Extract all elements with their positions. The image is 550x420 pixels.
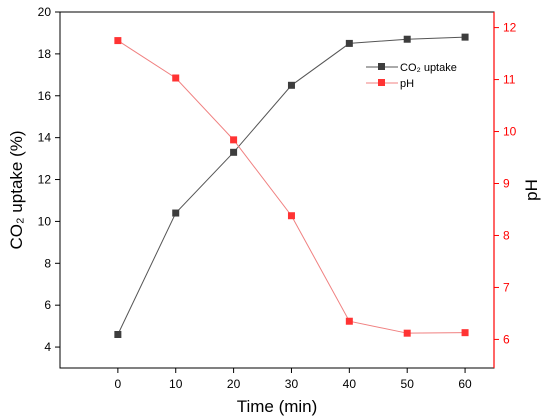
data-point-ph — [461, 329, 469, 337]
legend-label-ph: pH — [400, 78, 414, 90]
left-y-tick-label: 18 — [38, 47, 52, 61]
data-point-ph — [345, 317, 353, 325]
right-y-tick-label: 6 — [503, 332, 510, 346]
left-y-axis: 4 6 8 10 12 14 16 18 20 — [38, 5, 60, 354]
x-tick-label: 50 — [401, 377, 415, 391]
right-y-tick-label: 10 — [503, 125, 517, 139]
data-point-ph — [230, 136, 238, 144]
left-y-tick-label: 20 — [38, 5, 52, 19]
left-y-axis-label: CO₂ uptake (%) — [7, 130, 26, 249]
data-point-co2-uptake — [114, 330, 122, 338]
x-tick-label: 30 — [285, 377, 299, 391]
left-y-tick-label: 4 — [44, 340, 51, 354]
legend-marker-ph — [378, 79, 385, 86]
left-y-tick-label: 10 — [38, 214, 52, 228]
data-point-ph — [114, 37, 122, 45]
data-point-ph — [403, 329, 411, 337]
x-axis-label: Time (min) — [237, 397, 318, 416]
data-point-co2-uptake — [461, 33, 469, 41]
x-tick-label: 40 — [343, 377, 357, 391]
left-y-tick-label: 16 — [38, 89, 52, 103]
x-axis: 0 10 20 30 40 50 60 — [115, 368, 472, 391]
data-point-co2-uptake — [230, 148, 238, 156]
data-point-co2-uptake — [172, 209, 180, 217]
left-y-tick-label: 8 — [44, 256, 51, 270]
series-layer — [114, 33, 469, 338]
legend-label-co2: CO₂ uptake — [400, 62, 457, 74]
left-y-tick-label: 12 — [38, 173, 52, 187]
data-point-co2-uptake — [403, 35, 411, 43]
right-y-tick-label: 9 — [503, 177, 510, 191]
right-y-tick-label: 8 — [503, 228, 510, 242]
x-tick-label: 60 — [458, 377, 472, 391]
right-y-axis-label: pH — [522, 179, 541, 201]
data-point-ph — [172, 74, 180, 82]
left-y-tick-label: 6 — [44, 298, 51, 312]
legend: CO₂ uptake pH — [366, 62, 457, 90]
left-y-tick-label: 14 — [38, 131, 52, 145]
right-y-tick-label: 11 — [503, 73, 516, 87]
data-point-co2-uptake — [287, 81, 295, 89]
x-tick-label: 10 — [169, 377, 183, 391]
x-tick-label: 0 — [115, 377, 122, 391]
legend-marker-co2 — [378, 63, 385, 70]
data-point-co2-uptake — [345, 39, 353, 47]
right-y-tick-label: 7 — [503, 280, 510, 294]
x-tick-label: 20 — [227, 377, 241, 391]
right-y-tick-label: 12 — [503, 21, 517, 35]
right-y-axis: 6 7 8 9 10 11 12 — [494, 21, 517, 346]
data-point-ph — [287, 212, 295, 220]
